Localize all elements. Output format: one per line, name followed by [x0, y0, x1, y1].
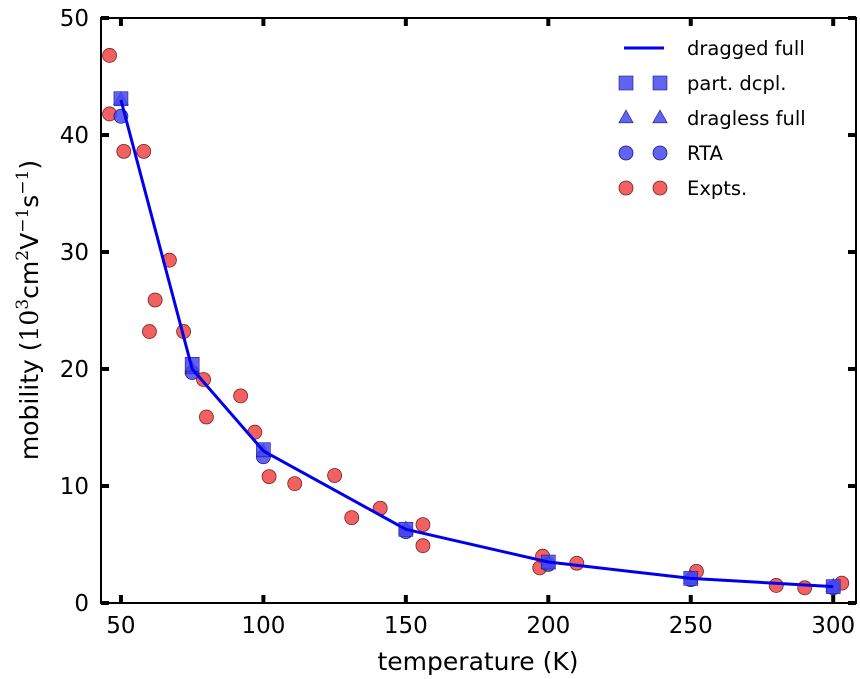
tick-label-layer: 50 100 150 200 250 300 0 10 20 30 40 50: [60, 6, 855, 639]
data-point-expts: [415, 517, 431, 533]
legend-swatch-part-dcpl: [618, 75, 634, 91]
data-point-expts: [327, 468, 343, 483]
data-point-expts: [415, 538, 431, 554]
axis-layer: [100, 16, 857, 605]
legend-swatch-dragless-full: [618, 109, 634, 124]
y-tick-label: 20: [60, 357, 89, 383]
x-tick-label: 300: [811, 613, 855, 639]
x-axis-label: temperature (K): [378, 647, 579, 676]
data-point-expts: [116, 143, 132, 159]
legend-swatch-rta: [652, 145, 668, 161]
legend-label-part-dcpl: part. dcpl.: [687, 72, 786, 95]
y-axis-label-base: 10: [15, 310, 44, 342]
legend-swatch-rta: [618, 145, 634, 161]
x-tick-label: 150: [384, 613, 428, 639]
plot-frame: [100, 17, 857, 604]
y-axis-label-sup2: 2: [13, 250, 33, 261]
x-tick-label: 200: [526, 613, 570, 639]
data-layer: [102, 48, 850, 596]
y-tick-label: 50: [60, 6, 89, 32]
data-point-expts: [797, 580, 813, 596]
series-line-dragged-full: [119, 99, 834, 589]
x-tick-label: 100: [241, 613, 285, 639]
y-axis-label-sup4: −1: [13, 170, 33, 195]
legend-swatch-expts: [652, 180, 668, 196]
y-axis-label-group: mobility (103cm2V−1s−1): [13, 160, 44, 460]
y-axis-label-sup1: 3: [13, 299, 33, 310]
y-tick-label: 10: [60, 474, 89, 500]
data-point-expts: [102, 48, 117, 63]
legend-swatch-dragless-full: [652, 109, 668, 124]
y-axis-label-close: ): [15, 160, 44, 170]
y-axis-label-sup3: −1: [13, 208, 33, 233]
legend-swatch-part-dcpl: [652, 75, 668, 91]
x-tick-label: 250: [669, 613, 713, 639]
y-axis-label-text: mobility (: [15, 341, 44, 460]
y-tick-label: 30: [60, 240, 89, 266]
data-point-expts: [199, 409, 214, 425]
data-point-expts: [142, 324, 157, 339]
y-tick-label: 40: [60, 123, 89, 149]
y-axis-label-unit2: V: [15, 233, 44, 250]
legend-swatch-expts: [618, 180, 634, 196]
data-point-expts: [136, 143, 152, 159]
data-point-expts: [147, 292, 163, 308]
y-axis-label-unit1: cm: [15, 261, 44, 299]
y-axis-label: mobility (103cm2V−1s−1): [13, 160, 44, 460]
data-point-expts: [233, 388, 249, 404]
legend-label-dragless-full: dragless full: [687, 107, 806, 130]
legend: dragged full part. dcpl. dragless full RTA E…: [618, 37, 806, 200]
legend-label-expts: Expts.: [687, 177, 747, 200]
x-tick-label: 50: [106, 613, 135, 639]
data-point-expts: [768, 578, 784, 593]
data-point-expts: [344, 510, 360, 525]
legend-label-dragged-full: dragged full: [687, 37, 805, 60]
y-tick-label: 0: [74, 591, 89, 617]
y-axis-label-unit3: s: [15, 195, 44, 208]
legend-label-rta: RTA: [687, 142, 724, 165]
data-point-expts: [261, 469, 277, 485]
data-point-expts: [287, 476, 303, 492]
